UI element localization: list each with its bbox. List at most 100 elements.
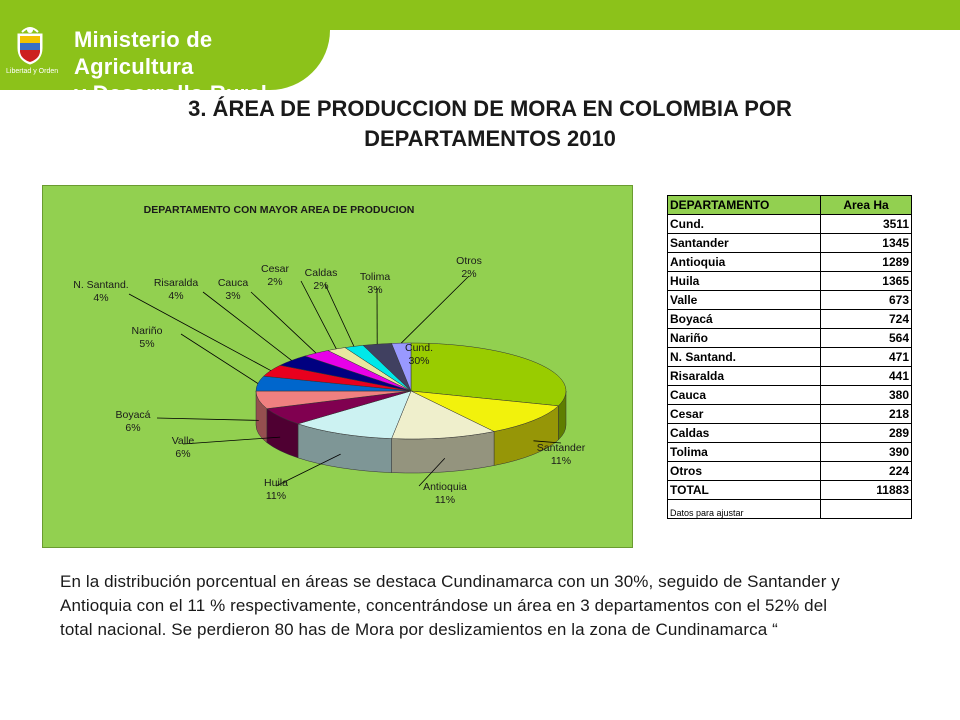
pie-slice-2	[391, 390, 495, 440]
table-row: TOTAL 11883	[667, 480, 912, 500]
pie-leader-line	[400, 275, 470, 344]
table-row: Tolima 390	[667, 442, 912, 462]
seal-motto: Libertad y Orden	[6, 68, 59, 75]
slide-title: 3. ÁREA DE PRODUCCION DE MORA EN COLOMBI…	[90, 94, 890, 154]
table-cell-departamento: TOTAL	[667, 480, 821, 500]
table-cell-area: 1289	[820, 252, 912, 272]
table-row: Cund. 3511	[667, 214, 912, 234]
pie-label-percent: 3%	[367, 284, 382, 296]
table-cell-departamento: Cund.	[667, 214, 821, 234]
pie-slice-3	[297, 390, 412, 439]
table-cell-departamento: Valle	[667, 290, 821, 310]
pie-label-percent: 3%	[225, 290, 240, 302]
table-row: Cauca 380	[667, 385, 912, 405]
pie-leader-line	[533, 440, 562, 444]
table-row: Santander 1345	[667, 233, 912, 253]
pie-label-percent: 30%	[408, 355, 429, 367]
pie-label-name: Santander	[537, 442, 586, 454]
ministry-name: Ministerio de Agricultura y Desarrollo R…	[74, 26, 330, 107]
pie-slice-1	[410, 390, 559, 432]
table-row: Antioquia 1289	[667, 252, 912, 272]
pie-leader-line	[128, 293, 271, 371]
table-cell-area: 564	[820, 328, 912, 348]
pie-leader-line	[202, 291, 292, 361]
table-cell-departamento: Cauca	[667, 385, 821, 405]
pie-label-percent: 6%	[125, 422, 140, 434]
ministry-line-2: y Desarrollo Rural	[74, 81, 268, 106]
table-row: Nariño 564	[667, 328, 912, 348]
table-cell-departamento: Caldas	[667, 423, 821, 443]
pie-leader-line	[300, 280, 337, 350]
table-note-row: Datos para ajustar	[667, 499, 912, 519]
table-row: Cesar 218	[667, 404, 912, 424]
table-cell-area: 724	[820, 309, 912, 329]
pie-slice-0	[410, 342, 567, 407]
pie-label-percent: 11%	[435, 494, 455, 506]
pie-leader-line	[275, 453, 341, 487]
table-row: Caldas 289	[667, 423, 912, 443]
pie-label-name: Tolima	[360, 271, 391, 283]
table-header-departamento: DEPARTAMENTO	[667, 195, 821, 215]
table-cell-departamento: Risaralda	[667, 366, 821, 386]
pie-label-name: Caldas	[305, 267, 338, 279]
pie-label-percent: 4%	[93, 292, 108, 304]
pie-label-percent: 2%	[267, 276, 282, 288]
pie-label-name: Boyacá	[115, 409, 150, 421]
table-cell-area: 673	[820, 290, 912, 310]
pie-label-percent: 4%	[168, 290, 183, 302]
pie-label-percent: 2%	[313, 280, 328, 292]
table-header-row: DEPARTAMENTO Area Ha	[667, 195, 912, 215]
pie-chart-canvas: DEPARTAMENTO CON MAYOR AREA DE PRODUCION…	[73, 204, 586, 506]
pie-leader-line	[250, 291, 317, 354]
table-row: Otros 224	[667, 461, 912, 481]
pie-leader-line	[180, 333, 259, 384]
slide-title-line-1: 3. ÁREA DE PRODUCCION DE MORA EN COLOMBI…	[188, 96, 792, 121]
pie-label-name: Cauca	[218, 277, 249, 289]
ministry-line-1: Ministerio de Agricultura	[74, 27, 213, 79]
table-cell-departamento: Tolima	[667, 442, 821, 462]
pie-chart: DEPARTAMENTO CON MAYOR AREA DE PRODUCION…	[42, 185, 633, 548]
pie-label-7: N. Santand.4%	[73, 279, 271, 371]
pie-label-name: Cund.	[405, 342, 433, 354]
area-table: DEPARTAMENTO Area Ha Cund. 3511 Santander 1…	[667, 195, 912, 519]
table-row: N. Santand. 471	[667, 347, 912, 367]
pie-leader-line	[182, 436, 281, 445]
pie-label-name: Huila	[264, 477, 288, 489]
table-cell-area: 3511	[820, 214, 912, 234]
table-row: Huila 1365	[667, 271, 912, 291]
table-cell-departamento: Otros	[667, 461, 821, 481]
table-cell-area: 380	[820, 385, 912, 405]
table-cell-departamento: Antioquia	[667, 252, 821, 272]
pie-leader-line	[324, 283, 355, 347]
pie-label-name: Cesar	[261, 263, 290, 275]
pie-label-percent: 11%	[266, 490, 286, 502]
table-cell-departamento: Santander	[667, 233, 821, 253]
pie-label-name: Risaralda	[154, 277, 199, 289]
chart-title: DEPARTAMENTO CON MAYOR AREA DE PRODUCION	[144, 204, 415, 216]
table-cell-area: 218	[820, 404, 912, 424]
table-cell-area: 1345	[820, 233, 912, 253]
table-cell-area: 471	[820, 347, 912, 367]
pie-label-name: Nariño	[132, 325, 163, 337]
pie-label-percent: 11%	[551, 455, 571, 467]
table-cell-departamento: Huila	[667, 271, 821, 291]
pie-leader-line	[418, 457, 446, 487]
table-cell-area: 390	[820, 442, 912, 462]
slide-title-line-2: DEPARTAMENTOS 2010	[364, 126, 616, 151]
table-cell-departamento: Nariño	[667, 328, 821, 348]
table-cell-area: 1365	[820, 271, 912, 291]
table-cell-area: 289	[820, 423, 912, 443]
pie-label-name: Valle	[172, 435, 195, 447]
pie-label-name: N. Santand.	[73, 279, 128, 291]
